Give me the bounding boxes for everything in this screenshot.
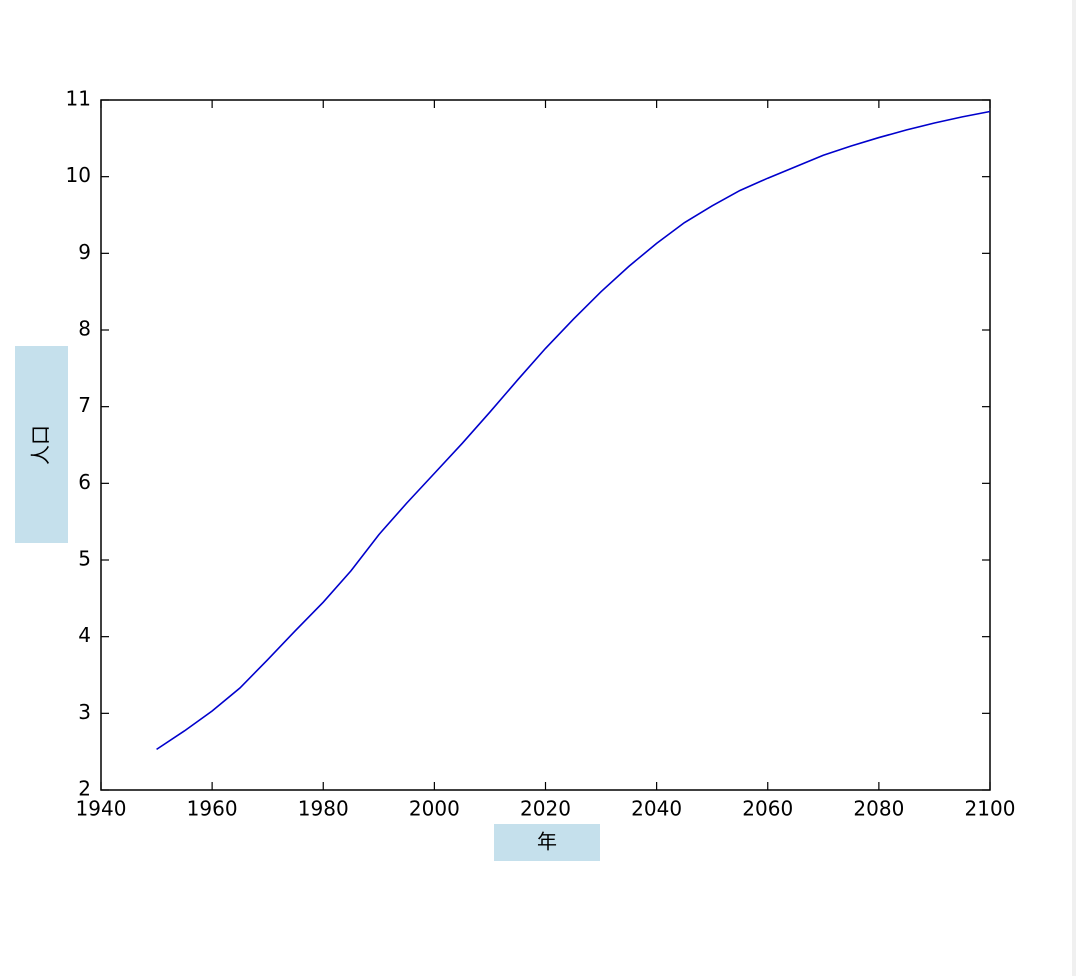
x-tick-label: 2020 [520,797,571,821]
y-tick-label: 6 [78,470,91,494]
x-tick-label: 1940 [76,797,127,821]
y-axis-label: 人口 [29,425,53,465]
x-tick-label: 1960 [187,797,238,821]
window-edge [1072,0,1076,976]
y-tick-label: 9 [78,240,91,264]
x-tick-label: 2060 [742,797,793,821]
x-tick-label: 1980 [298,797,349,821]
x-axis-label: 年 [537,830,557,854]
y-tick-label: 11 [66,87,91,111]
y-tick-label: 7 [78,393,91,417]
plot-frame [100,99,991,791]
y-tick-label: 2 [78,777,91,801]
x-tick-label: 2080 [853,797,904,821]
y-tick-label: 8 [78,317,91,341]
y-tick-label: 4 [78,623,91,647]
data-line [156,110,991,751]
y-label-background [15,346,68,543]
x-tick-label: 2040 [631,797,682,821]
x-tick-label: 2000 [409,797,460,821]
x-tick-label: 2100 [965,797,1016,821]
x-label-background [494,824,600,861]
y-tick-label: 5 [78,547,91,571]
y-tick-label: 10 [66,163,91,187]
y-tick-label: 3 [78,700,91,724]
